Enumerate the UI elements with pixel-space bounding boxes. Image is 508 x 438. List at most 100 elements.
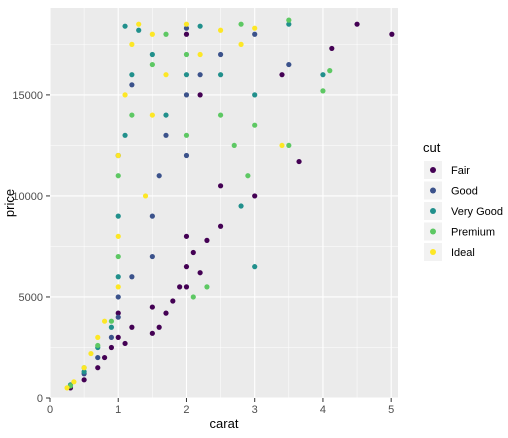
point-fair [197,92,203,98]
legend-key-very-good [430,208,436,214]
y-tick-label: 0 [37,393,43,405]
point-fair [149,330,155,336]
point-fair [183,233,190,239]
legend-keys: Fair Good Very Good Premium Ideal [424,161,503,261]
point-fair [204,237,210,243]
point-good [163,132,169,138]
point-good [108,334,115,340]
point-premium [149,61,155,68]
point-good [129,274,135,280]
point-ideal [279,142,285,149]
legend-label: Fair [451,165,470,177]
point-premium [238,21,244,27]
point-good [115,294,121,300]
point-ideal [81,365,87,371]
point-premium [183,51,190,58]
point-ideal [115,284,121,290]
point-very-good [115,213,121,219]
point-very-good [320,72,326,78]
point-premium [204,284,210,290]
point-fair [177,284,183,290]
point-good [183,92,190,98]
point-very-good [136,27,142,33]
point-ideal [149,112,155,118]
point-good [115,314,121,320]
point-fair [389,31,395,37]
point-good [183,25,190,31]
point-fair [217,223,224,229]
point-good [149,213,155,219]
point-good [183,152,190,159]
point-very-good [252,92,258,98]
point-good [149,253,155,260]
point-very-good [286,21,292,27]
point-fair [354,21,360,27]
point-ideal [149,31,155,37]
point-very-good [129,72,135,78]
x-axis: 0 1 2 3 4 5 [47,398,394,416]
legend-key-ideal [430,249,436,255]
point-premium [245,173,251,179]
point-fair [108,344,115,351]
point-very-good [183,72,190,78]
legend-label: Very Good [451,206,503,218]
y-axis: 0 5000 10000 15000 [12,90,50,405]
x-tick-label: 4 [320,404,326,416]
point-ideal [115,152,121,159]
point-ideal [217,27,224,33]
point-fair [156,324,162,330]
point-very-good [252,264,258,270]
point-premium [286,142,292,149]
point-premium [183,132,190,138]
point-fair [190,249,196,256]
point-ideal [183,21,190,27]
legend: cut Fair Good Very Good Premium Ideal [416,140,504,266]
point-good [95,354,101,361]
legend-title: cut [423,140,441,155]
point-ideal [163,72,169,78]
point-ideal [95,334,101,340]
plot-panel [50,8,398,398]
point-fair [95,365,101,371]
point-premium [95,342,101,349]
point-ideal [71,379,77,385]
point-fair [149,304,155,310]
point-fair [115,334,121,340]
point-fair [296,158,302,165]
x-tick-label: 1 [115,404,121,416]
point-fair [183,264,190,270]
legend-key-premium [430,228,436,235]
legend-key-good [430,187,436,194]
x-axis-title: carat [210,416,239,431]
point-ideal [115,233,121,239]
point-fair [183,284,190,290]
y-tick-label: 15000 [12,90,43,102]
point-ideal [142,193,149,199]
point-premium [286,17,292,23]
x-tick-label: 0 [47,404,53,416]
point-good [286,61,292,68]
point-fair [101,354,108,361]
point-good [156,173,162,179]
point-very-good [238,203,244,209]
point-good [197,72,203,78]
point-ideal [122,92,128,98]
y-tick-label: 5000 [19,292,43,304]
legend-label: Good [451,186,478,198]
point-premium [108,318,115,324]
point-ideal [238,41,244,47]
point-very-good [149,51,155,58]
y-tick-label: 10000 [12,191,43,203]
point-premium [327,68,333,74]
point-premium [115,253,121,260]
point-ideal [136,21,142,27]
point-fair [252,193,258,199]
legend-label: Premium [451,227,495,239]
point-fair [122,340,128,347]
point-very-good [163,112,169,118]
point-premium [217,112,224,118]
point-fair [279,72,285,78]
point-premium [163,31,169,37]
point-ideal [197,51,203,58]
